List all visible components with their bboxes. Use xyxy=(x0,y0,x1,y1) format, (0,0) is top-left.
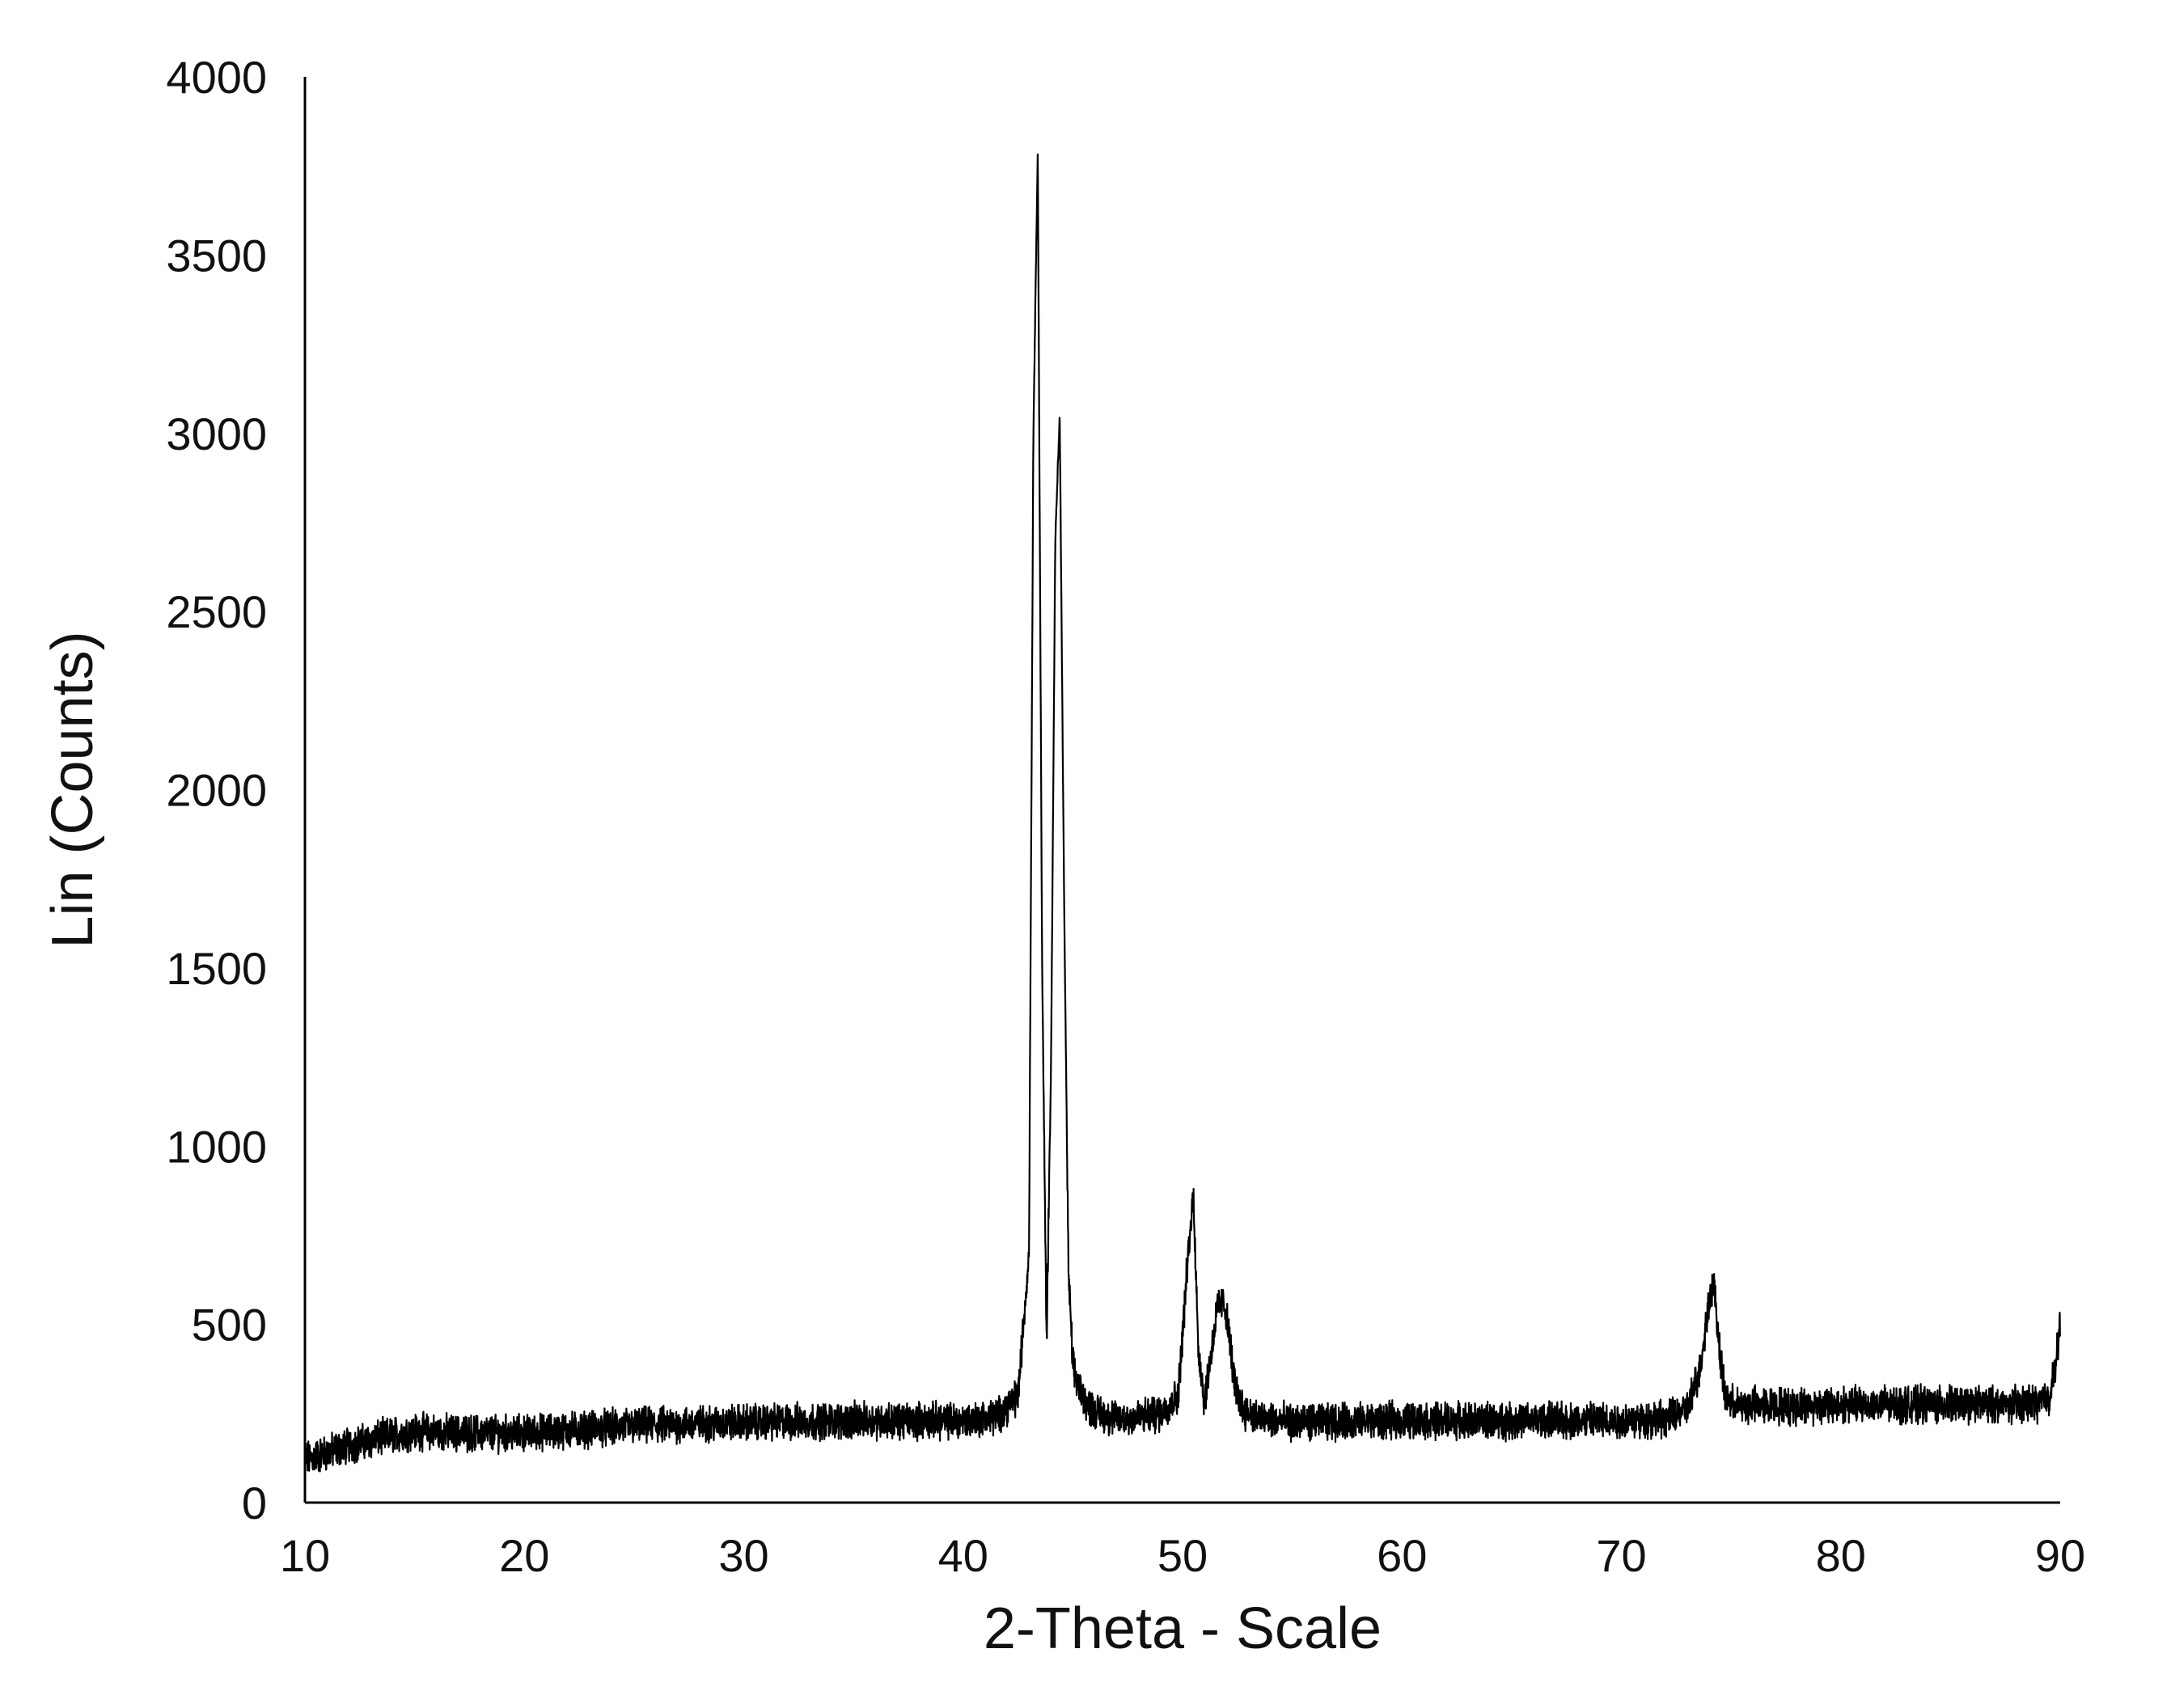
x-tick-label: 50 xyxy=(1157,1530,1208,1581)
y-tick-label: 3500 xyxy=(166,230,267,281)
y-axis-title: Lin (Counts) xyxy=(40,631,105,948)
x-tick-label: 80 xyxy=(1816,1530,1866,1581)
x-tick-label: 20 xyxy=(499,1530,549,1581)
plot-area xyxy=(303,153,2061,1473)
y-tick-label: 0 xyxy=(242,1478,267,1528)
y-tick-label: 4000 xyxy=(166,52,267,103)
x-axis-title: 2-Theta - Scale xyxy=(984,1596,1382,1661)
x-tick-label: 40 xyxy=(938,1530,988,1581)
x-tick-label: 60 xyxy=(1377,1530,1427,1581)
y-tick-label: 1500 xyxy=(166,943,267,994)
x-tick-label: 70 xyxy=(1596,1530,1646,1581)
x-tick-label: 90 xyxy=(2035,1530,2085,1581)
y-tick-label: 2500 xyxy=(166,586,267,637)
x-tick-labels: 10 20 30 40 50 60 70 80 90 xyxy=(280,1530,2085,1581)
x-tick-label: 30 xyxy=(718,1530,768,1581)
y-tick-label: 500 xyxy=(192,1300,267,1351)
series-line xyxy=(303,153,2061,1473)
y-tick-labels: 0 500 1000 1500 2000 2500 3000 3500 4000 xyxy=(166,52,267,1528)
y-tick-label: 2000 xyxy=(166,765,267,816)
y-tick-label: 1000 xyxy=(166,1121,267,1172)
x-tick-label: 10 xyxy=(280,1530,330,1581)
y-tick-label: 3000 xyxy=(166,408,267,459)
